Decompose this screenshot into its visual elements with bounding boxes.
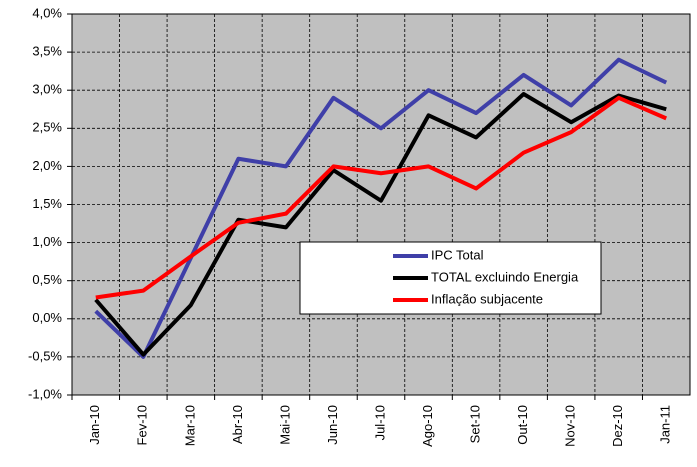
x-tick-label: Jan-10	[87, 405, 102, 445]
x-tick-label: Fev-10	[135, 405, 150, 445]
y-tick-label: 0,5%	[32, 272, 62, 287]
x-tick-label: Out-10	[515, 405, 530, 445]
legend-label: IPC Total	[431, 247, 484, 262]
legend-label: TOTAL excluindo Energia	[431, 269, 579, 284]
x-tick-label: Jul-10	[372, 405, 387, 440]
x-tick-label: Abr-10	[230, 405, 245, 444]
x-tick-label: Dez-10	[610, 405, 625, 447]
y-tick-label: 1,5%	[32, 196, 62, 211]
legend-box	[299, 241, 602, 315]
x-tick-label: Ago-10	[420, 405, 435, 447]
x-tick-label: Jan-11	[658, 405, 673, 444]
y-tick-label: 4,0%	[32, 5, 62, 20]
series-line	[94, 92, 667, 357]
x-tick-label: Nov-10	[563, 405, 578, 447]
x-tick-label: Mar-10	[182, 405, 197, 446]
y-tick-label: 3,5%	[32, 44, 62, 59]
y-tick-label: 2,5%	[32, 120, 62, 135]
x-tick-label: Set-10	[468, 405, 483, 443]
y-tick-label: 3,0%	[32, 82, 62, 97]
legend-label: Inflação subjacente	[431, 291, 543, 306]
y-tick-label: 2,0%	[32, 158, 62, 173]
y-tick-label: -0,5%	[28, 348, 62, 363]
series-line	[95, 95, 668, 300]
y-tick-label: 1,0%	[32, 234, 62, 249]
x-tick-label: Mai-10	[277, 405, 292, 445]
y-tick-label: -1,0%	[28, 386, 62, 401]
x-tick-label: Jun-10	[325, 405, 340, 445]
y-tick-label: 0,0%	[32, 310, 62, 325]
